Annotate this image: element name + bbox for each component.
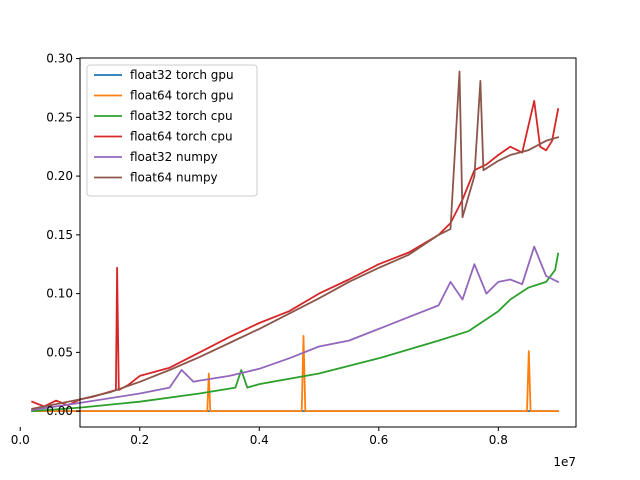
series-line-1 xyxy=(31,335,559,412)
axes-frame xyxy=(79,57,577,428)
legend-label: float64 torch gpu xyxy=(130,89,234,103)
x-tick-label: 0.0 xyxy=(11,433,30,447)
legend-label: float64 torch cpu xyxy=(130,130,233,144)
x-offset-label: 1e7 xyxy=(553,455,576,469)
x-tick-label: 0.2 xyxy=(130,433,149,447)
series-line-4 xyxy=(31,245,560,412)
legend-label: float64 numpy xyxy=(130,171,218,185)
x-tick-label: 0.4 xyxy=(250,433,269,447)
legend-label: float32 torch cpu xyxy=(130,109,233,123)
y-tick-label: 0.15 xyxy=(46,228,73,242)
axes: 0.0 0.2 0.4 0.6 0.8 0.00 0.05 0.10 0.15 0.20 0.25 0… xyxy=(11,52,577,447)
y-tick-label: 0.10 xyxy=(46,287,73,301)
y-tick-label: 0.00 xyxy=(46,404,73,418)
y-tick-label: 0.20 xyxy=(46,169,73,183)
y-tick-label: 0.30 xyxy=(46,52,73,66)
y-tick-label: 0.25 xyxy=(46,110,73,124)
legend-label: float32 numpy xyxy=(130,150,218,164)
legend: float32 torch gpu float64 torch gpu float3… xyxy=(86,64,258,197)
series-line-5 xyxy=(31,70,560,410)
series-line-2 xyxy=(31,252,560,413)
x-tick-label: 0.6 xyxy=(369,433,388,447)
legend-label: float32 torch gpu xyxy=(130,68,234,82)
y-tick-label: 0.05 xyxy=(46,345,73,359)
plot-area xyxy=(31,70,560,413)
x-tick-label: 0.8 xyxy=(489,433,508,447)
legend-box xyxy=(86,64,258,197)
